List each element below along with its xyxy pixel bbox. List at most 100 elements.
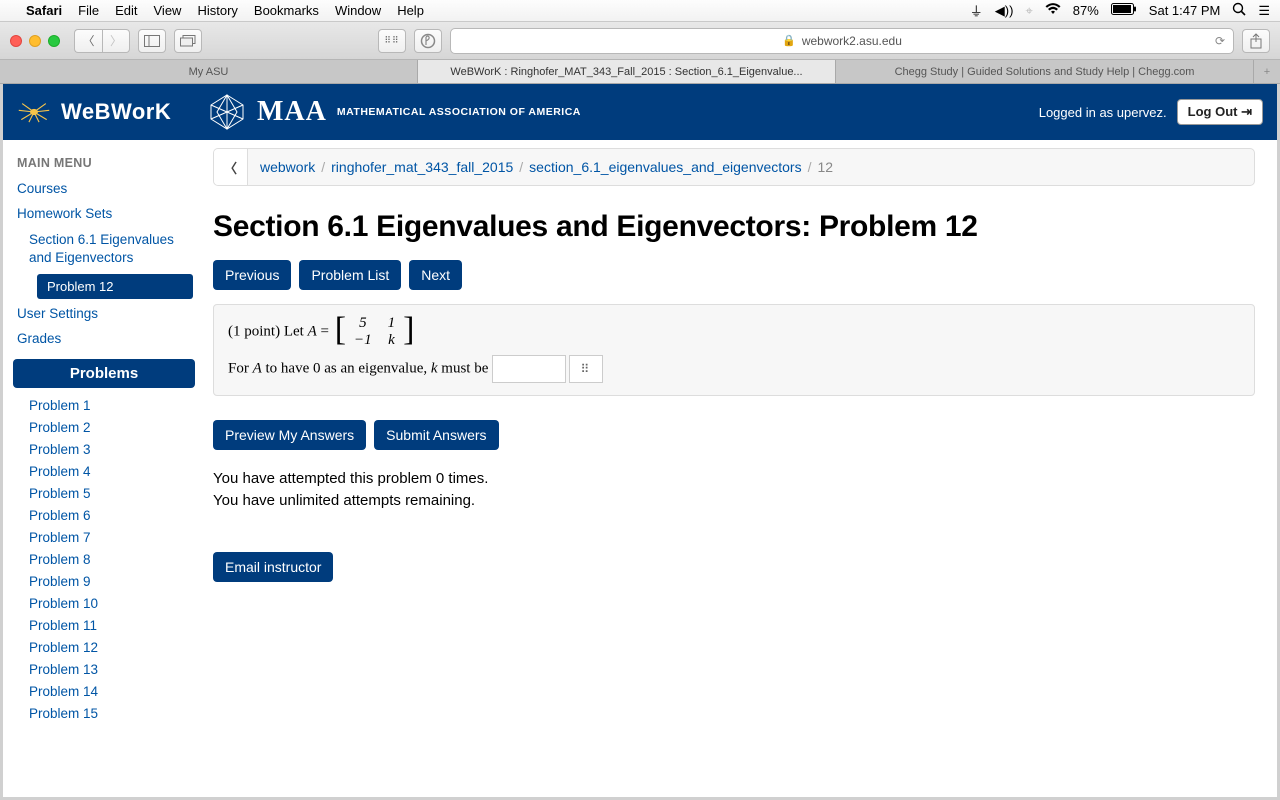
share-button[interactable] xyxy=(1242,29,1270,53)
problem-link[interactable]: Problem 15 xyxy=(11,702,197,724)
problem-link[interactable]: Problem 2 xyxy=(11,416,197,438)
problem-link[interactable]: Problem 12 xyxy=(11,636,197,658)
problem-link[interactable]: Problem 5 xyxy=(11,482,197,504)
preview-answers-button[interactable]: Preview My Answers xyxy=(213,420,366,450)
matrix-cell: −1 xyxy=(346,332,380,349)
main-content: 〈 webwork/ ringhofer_mat_343_fall_2015/ … xyxy=(213,148,1269,724)
minimize-window-button[interactable] xyxy=(29,35,41,47)
tabs-button[interactable] xyxy=(174,29,202,53)
matrix-cell: 1 xyxy=(380,315,404,332)
breadcrumb-back-button[interactable]: 〈 xyxy=(214,149,248,185)
webwork-brand: WeBWorK xyxy=(61,99,171,125)
adblock-icon[interactable] xyxy=(414,29,442,53)
main-menu-heading: MAIN MENU xyxy=(11,148,197,176)
sidebar-user-settings[interactable]: User Settings xyxy=(11,301,197,326)
safari-toolbar: 〈 〉 ⠿⠿ 🔒 webwork2.asu.edu ⟳ xyxy=(0,22,1280,60)
menu-bookmarks[interactable]: Bookmarks xyxy=(254,3,319,18)
problem-link[interactable]: Problem 4 xyxy=(11,460,197,482)
browser-tab[interactable]: My ASU xyxy=(0,60,418,83)
problem-list-button[interactable]: Problem List xyxy=(299,260,401,290)
previous-button[interactable]: Previous xyxy=(213,260,291,290)
maa-subtitle: MATHEMATICAL ASSOCIATION OF AMERICA xyxy=(337,106,581,118)
bluetooth-icon[interactable]: ⌖ xyxy=(1025,3,1032,19)
zoom-window-button[interactable] xyxy=(48,35,60,47)
problem-link[interactable]: Problem 1 xyxy=(11,394,197,416)
problem-body: (1 point) Let A = [ 51 −1k ] For A to ha… xyxy=(213,304,1255,396)
breadcrumb-current: 12 xyxy=(818,159,834,175)
email-instructor-button[interactable]: Email instructor xyxy=(213,552,333,582)
sidebar-section[interactable]: Section 6.1 Eigenvalues and Eigenvectors xyxy=(11,226,197,272)
var-a: A xyxy=(253,360,262,376)
clock[interactable]: Sat 1:47 PM xyxy=(1149,3,1221,18)
app-name[interactable]: Safari xyxy=(26,3,62,18)
browser-tab[interactable]: Chegg Study | Guided Solutions and Study… xyxy=(836,60,1254,83)
webwork-header: WeBWorK MAA MATHEMATICAL ASSOCIATION OF … xyxy=(3,84,1277,140)
sidebar-button[interactable] xyxy=(138,29,166,53)
sidebar-current-problem[interactable]: Problem 12 xyxy=(37,274,193,299)
breadcrumb-link[interactable]: webwork xyxy=(260,159,315,175)
answer-input[interactable] xyxy=(492,355,566,383)
breadcrumb-link[interactable]: ringhofer_mat_343_fall_2015 xyxy=(331,159,513,175)
tab-label: Chegg Study | Guided Solutions and Study… xyxy=(895,66,1195,78)
logout-label: Log Out xyxy=(1188,104,1238,119)
breadcrumb-link[interactable]: section_6.1_eigenvalues_and_eigenvectors xyxy=(529,159,801,175)
tab-label: WeBWorK : Ringhofer_MAT_343_Fall_2015 : … xyxy=(450,66,802,78)
menu-window[interactable]: Window xyxy=(335,3,381,18)
problem-link[interactable]: Problem 14 xyxy=(11,680,197,702)
var-k: k xyxy=(431,360,438,376)
menu-file[interactable]: File xyxy=(78,3,99,18)
menu-history[interactable]: History xyxy=(197,3,237,18)
sidebar-grades[interactable]: Grades xyxy=(11,326,197,351)
top-sites-button[interactable]: ⠿⠿ xyxy=(378,29,406,53)
new-tab-button[interactable]: + xyxy=(1254,60,1280,83)
problem-link[interactable]: Problem 3 xyxy=(11,438,197,460)
problem-link[interactable]: Problem 10 xyxy=(11,592,197,614)
safari-tab-bar: My ASU WeBWorK : Ringhofer_MAT_343_Fall_… xyxy=(0,60,1280,84)
breadcrumb-sep: / xyxy=(519,159,523,175)
url-host: webwork2.asu.edu xyxy=(802,34,902,48)
browser-tab[interactable]: WeBWorK : Ringhofer_MAT_343_Fall_2015 : … xyxy=(418,60,836,83)
problem-link[interactable]: Problem 8 xyxy=(11,548,197,570)
menu-help[interactable]: Help xyxy=(397,3,424,18)
spotlight-icon[interactable] xyxy=(1232,2,1246,19)
macos-menubar: Safari File Edit View History Bookmarks … xyxy=(0,0,1280,22)
problem-link[interactable]: Problem 6 xyxy=(11,504,197,526)
battery-icon[interactable] xyxy=(1111,3,1137,18)
airplay-icon[interactable]: ⏚ xyxy=(970,1,983,20)
sidebar-courses[interactable]: Courses xyxy=(11,176,197,201)
problem-text: For xyxy=(228,360,253,376)
maa-logo-text: MAA xyxy=(257,96,327,128)
logout-button[interactable]: Log Out ⇥ xyxy=(1177,99,1263,125)
wifi-icon[interactable] xyxy=(1045,3,1061,18)
webwork-logo-icon xyxy=(17,101,51,123)
reload-button[interactable]: ⟳ xyxy=(1215,34,1225,48)
problems-header: Problems xyxy=(13,359,195,388)
problem-link[interactable]: Problem 9 xyxy=(11,570,197,592)
menu-view[interactable]: View xyxy=(154,3,182,18)
address-bar[interactable]: 🔒 webwork2.asu.edu ⟳ xyxy=(450,28,1234,54)
tab-label: My ASU xyxy=(189,66,229,78)
battery-percent: 87% xyxy=(1073,3,1099,18)
math-keypad-button[interactable]: ⠿ xyxy=(569,355,603,383)
close-window-button[interactable] xyxy=(10,35,22,47)
menu-extras-icon[interactable]: ☰ xyxy=(1258,3,1270,19)
var-a: A xyxy=(308,323,317,339)
matrix-cell: 5 xyxy=(346,315,380,332)
problem-text: (1 point) Let xyxy=(228,323,308,339)
equals: = xyxy=(317,323,333,339)
submit-answers-button[interactable]: Submit Answers xyxy=(374,420,498,450)
breadcrumb-sep: / xyxy=(321,159,325,175)
volume-icon[interactable]: ◀)) xyxy=(995,3,1014,19)
back-button[interactable]: 〈 xyxy=(74,29,102,53)
problem-text: must be xyxy=(438,360,493,376)
next-button[interactable]: Next xyxy=(409,260,462,290)
menu-edit[interactable]: Edit xyxy=(115,3,137,18)
problem-link[interactable]: Problem 13 xyxy=(11,658,197,680)
problem-link[interactable]: Problem 11 xyxy=(11,614,197,636)
problem-link[interactable]: Problem 7 xyxy=(11,526,197,548)
maa-logo-icon xyxy=(207,92,247,132)
breadcrumb-sep: / xyxy=(808,159,812,175)
sidebar-homework-sets[interactable]: Homework Sets xyxy=(11,201,197,226)
forward-button[interactable]: 〉 xyxy=(102,29,130,53)
matrix-cell: k xyxy=(380,332,404,349)
